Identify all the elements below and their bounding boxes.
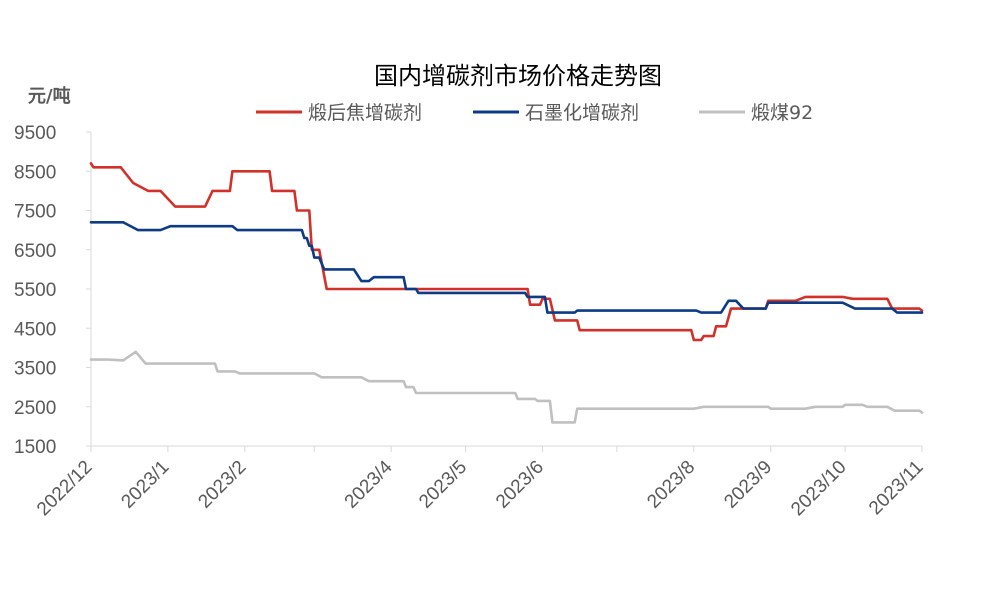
x-tick-label: 2023/11: [865, 457, 927, 519]
y-tick-label: 3500: [14, 359, 56, 380]
legend-label: 煅煤92: [751, 102, 813, 124]
y-tick-label: 9500: [14, 123, 56, 144]
y-tick-label: 7500: [14, 202, 56, 223]
x-tick-label: 2023/1: [117, 457, 173, 513]
legend-label: 石墨化增碳剂: [525, 102, 639, 124]
x-axis: 2022/12 2023/1 2023/2 2023/4 2023/5 2023/6 202…: [33, 445, 928, 520]
x-tick-label: 2023/4: [341, 456, 397, 512]
x-tick-label: 2023/9: [720, 457, 776, 513]
x-tick-label: 2022/12: [33, 457, 96, 520]
x-tick-label: 2023/2: [194, 457, 250, 513]
y-axis: 1500 2500 3500 4500 5500 6500 7500 8500 9500: [14, 123, 92, 458]
y-tick-label: 1500: [14, 437, 56, 458]
series-line-1: [89, 162, 924, 342]
x-tick-label: 2023/8: [643, 457, 699, 513]
y-tick-label: 8500: [14, 162, 56, 183]
plot-area: [89, 162, 924, 424]
series-line-3: [89, 350, 924, 424]
x-tick-label: 2023/10: [787, 457, 850, 520]
chart-title: 国内增碳剂市场价格走势图: [374, 62, 662, 90]
y-tick-label: 2500: [14, 398, 56, 419]
x-tick-label: 2023/6: [492, 457, 548, 513]
y-tick-label: 4500: [14, 319, 56, 340]
x-tick-label: 2023/5: [415, 457, 471, 513]
y-axis-unit-label: 元/吨: [28, 85, 71, 107]
series-line-2: [89, 221, 924, 314]
y-tick-label: 5500: [14, 280, 56, 301]
legend: 煅后焦增碳剂 石墨化增碳剂 煅煤92: [256, 102, 813, 124]
legend-label: 煅后焦增碳剂: [308, 102, 422, 124]
y-tick-label: 6500: [14, 241, 56, 262]
